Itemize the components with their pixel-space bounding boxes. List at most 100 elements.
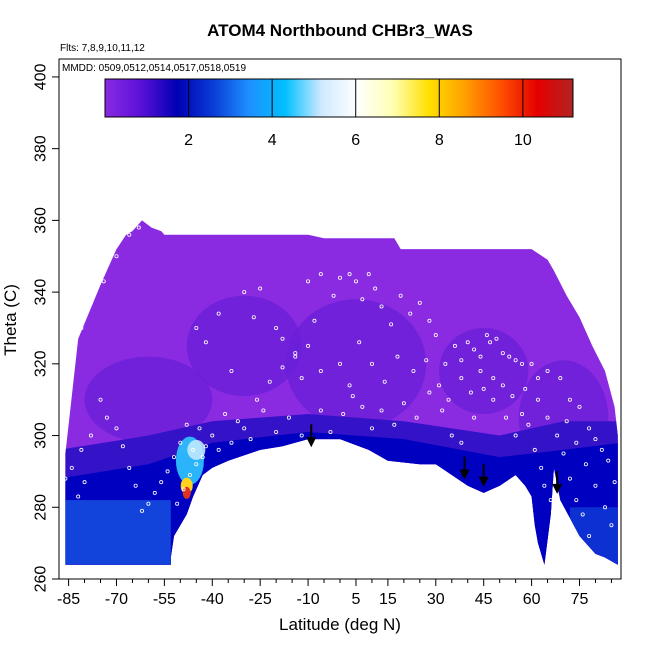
sample-point xyxy=(564,419,569,424)
sample-point xyxy=(216,447,221,452)
x-tick-label: -70 xyxy=(105,591,128,608)
sample-point xyxy=(433,333,438,338)
x-tick-label: 45 xyxy=(475,591,493,608)
sample-point xyxy=(548,498,553,503)
sample-point xyxy=(392,422,397,427)
arrow-head xyxy=(459,469,470,480)
sample-point xyxy=(395,354,400,359)
sample-point xyxy=(127,232,132,237)
sample-point xyxy=(203,444,208,449)
sample-point xyxy=(197,426,202,431)
sample-point xyxy=(379,408,384,413)
sample-point xyxy=(542,483,547,488)
x-tick-label: -40 xyxy=(201,591,224,608)
sample-point xyxy=(411,368,416,373)
sample-point xyxy=(558,376,563,381)
sample-point xyxy=(248,437,253,442)
sample-point xyxy=(520,412,525,417)
x-tick-label: 30 xyxy=(427,591,445,608)
sample-point xyxy=(529,361,534,366)
sample-point xyxy=(599,447,604,452)
sample-point xyxy=(133,483,138,488)
y-tick-label: 340 xyxy=(33,279,50,306)
sample-point xyxy=(366,272,371,277)
colorbar: 2 4 6 8 10 xyxy=(104,78,574,149)
colorbar-tick-label: 10 xyxy=(514,132,532,149)
sample-point xyxy=(114,426,119,431)
sample-point xyxy=(583,462,588,467)
sample-point xyxy=(609,523,614,528)
profile-arrows xyxy=(306,424,563,494)
sample-point xyxy=(229,368,234,373)
sample-point xyxy=(567,476,572,481)
sample-point xyxy=(88,300,93,305)
sample-point xyxy=(398,293,403,298)
sample-point xyxy=(427,390,432,395)
sample-point xyxy=(76,494,81,499)
sample-point xyxy=(251,315,256,320)
sample-point xyxy=(242,290,247,295)
sample-point xyxy=(171,455,176,460)
field-cyan-right xyxy=(548,518,559,547)
sample-point xyxy=(593,437,598,442)
sample-point xyxy=(417,300,422,305)
colorbar-tick-label: 4 xyxy=(268,132,277,149)
dates-annotation: MMDD: 0509,0512,0514,0517,0518,0519 xyxy=(62,63,246,74)
sample-point xyxy=(446,397,451,402)
x-tick-label: 60 xyxy=(523,591,541,608)
sample-point xyxy=(267,379,272,384)
field-hotspot-hot xyxy=(182,486,191,499)
sample-point xyxy=(280,336,285,341)
sample-point xyxy=(353,279,358,284)
sample-point xyxy=(175,501,180,506)
sample-point xyxy=(603,505,608,510)
sample-point xyxy=(101,279,106,284)
sample-point xyxy=(104,415,109,420)
colorbar-tick-label: 6 xyxy=(351,132,360,149)
x-tick-label: 5 xyxy=(352,591,361,608)
sample-point xyxy=(114,254,119,259)
x-tick-label: 15 xyxy=(379,591,397,608)
sample-point xyxy=(337,361,342,366)
sample-point xyxy=(574,498,579,503)
sample-point xyxy=(178,440,183,445)
sample-point xyxy=(449,433,454,438)
sample-point xyxy=(274,325,279,330)
sample-point xyxy=(478,368,483,373)
sample-point xyxy=(306,279,311,284)
sample-point xyxy=(389,322,394,327)
sample-point xyxy=(535,376,540,381)
arrow xyxy=(552,470,563,494)
sample-point xyxy=(306,343,311,348)
x-axis-label: Latitude (deg N) xyxy=(279,615,401,634)
sample-point xyxy=(347,272,352,277)
chart-title: ATOM4 Northbound CHBr3_WAS xyxy=(207,21,473,40)
x-tick-label: -25 xyxy=(249,591,272,608)
x-tick-label: -10 xyxy=(297,591,320,608)
sample-point xyxy=(120,444,125,449)
sample-point xyxy=(440,408,445,413)
sample-point xyxy=(526,422,531,427)
sample-point xyxy=(500,383,505,388)
sample-point xyxy=(379,304,384,309)
sample-point xyxy=(587,533,592,538)
sample-point xyxy=(535,397,540,402)
field-mid-zone xyxy=(186,295,302,397)
sample-point xyxy=(472,415,477,420)
sample-point xyxy=(606,458,611,463)
sample-point xyxy=(360,404,365,409)
sample-point xyxy=(587,426,592,431)
sample-point xyxy=(223,412,228,417)
sample-point xyxy=(481,386,486,391)
sample-point xyxy=(360,297,365,302)
sample-point xyxy=(146,501,151,506)
sample-point xyxy=(555,433,560,438)
sample-point xyxy=(337,275,342,280)
sample-point xyxy=(140,508,145,513)
sample-point xyxy=(491,376,496,381)
sample-point xyxy=(152,490,157,495)
sample-point xyxy=(328,429,333,434)
sample-point xyxy=(79,447,84,452)
sample-point xyxy=(280,365,285,370)
arrow xyxy=(306,424,317,448)
